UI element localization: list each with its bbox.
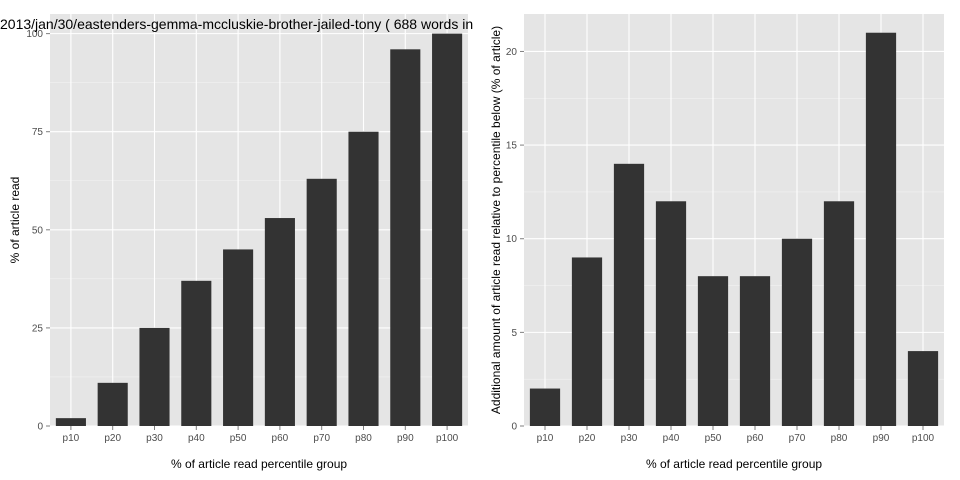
y-axis-label: % of article read bbox=[8, 177, 22, 264]
bar-p20 bbox=[571, 257, 603, 426]
x-tick-label: p90 bbox=[397, 433, 414, 444]
x-tick-label: p10 bbox=[537, 433, 554, 444]
chart-title: 2013/jan/30/eastenders-gemma-mccluskie-b… bbox=[0, 16, 474, 32]
x-tick-label: p30 bbox=[621, 433, 638, 444]
chart-left: 0 25 50 75 100 p10 p20 p30 p40 p50 p60 p70 p80 p90 p10… bbox=[8, 14, 468, 471]
bar-p60 bbox=[739, 276, 771, 426]
y-tick-label: 20 bbox=[506, 47, 518, 58]
bar-p20 bbox=[97, 382, 128, 426]
y-tick-label: 5 bbox=[511, 328, 517, 339]
x-tick-label: p40 bbox=[663, 433, 680, 444]
x-tick-label: p70 bbox=[313, 433, 330, 444]
x-tick-label: p80 bbox=[355, 433, 372, 444]
bar-p30 bbox=[613, 163, 645, 426]
x-tick-label: p60 bbox=[747, 433, 764, 444]
bar-p50 bbox=[697, 276, 729, 426]
y-tick-label: 100 bbox=[26, 29, 43, 40]
x-tick-label: p80 bbox=[831, 433, 848, 444]
bar-p90 bbox=[390, 49, 421, 427]
y-tick-label: 50 bbox=[32, 225, 44, 236]
x-tick-label: p70 bbox=[789, 433, 806, 444]
y-tick-label: 0 bbox=[37, 422, 43, 433]
y-tick-label: 10 bbox=[506, 234, 518, 245]
x-tick-label: p50 bbox=[230, 433, 247, 444]
y-tick-label: 75 bbox=[32, 127, 44, 138]
x-axis-label: % of article read percentile group bbox=[646, 457, 822, 471]
bar-p100 bbox=[907, 351, 939, 426]
x-tick-label: p100 bbox=[912, 433, 935, 444]
bar-p40 bbox=[655, 201, 687, 426]
x-tick-label: p60 bbox=[272, 433, 289, 444]
y-tick-label: 15 bbox=[506, 141, 518, 152]
x-tick-label: p20 bbox=[104, 433, 121, 444]
bar-p80 bbox=[823, 201, 855, 426]
x-tick-label: p100 bbox=[436, 433, 459, 444]
x-tick-label: p30 bbox=[146, 433, 163, 444]
x-tick-label: p10 bbox=[63, 433, 80, 444]
x-tick-label: p20 bbox=[579, 433, 596, 444]
x-axis-label: % of article read percentile group bbox=[171, 457, 347, 471]
bar-p90 bbox=[865, 32, 897, 427]
bar-p70 bbox=[781, 238, 813, 426]
x-tick-label: p40 bbox=[188, 433, 205, 444]
chart-right: 0 5 10 15 20 p10 p20 p30 p40 p50 p60 p70 p80 p90 p100%… bbox=[489, 14, 944, 471]
bar-p50 bbox=[223, 249, 254, 426]
x-tick-label: p50 bbox=[705, 433, 722, 444]
bar-p80 bbox=[348, 131, 379, 426]
y-axis-label: Additional amount of article read relati… bbox=[489, 26, 503, 414]
x-tick-label: p90 bbox=[873, 433, 890, 444]
bar-p10 bbox=[529, 388, 561, 426]
bar-p70 bbox=[306, 178, 337, 426]
bar-p40 bbox=[181, 280, 212, 426]
bar-p60 bbox=[264, 218, 295, 426]
y-tick-label: 0 bbox=[511, 422, 517, 433]
bar-p10 bbox=[55, 418, 86, 426]
bar-p30 bbox=[139, 327, 170, 426]
y-tick-label: 25 bbox=[32, 323, 44, 334]
bar-p100 bbox=[432, 33, 463, 426]
